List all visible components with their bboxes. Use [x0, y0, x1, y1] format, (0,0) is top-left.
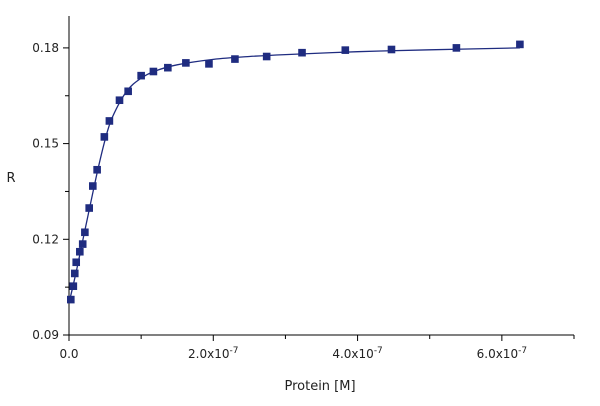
x-tick-label: 2.0x10-7	[188, 346, 238, 361]
data-point	[298, 48, 306, 57]
x-tick-label-exponent: -7	[374, 346, 383, 356]
data-point	[115, 96, 124, 105]
data-point	[85, 204, 93, 212]
data-point	[205, 60, 213, 68]
data-point	[78, 240, 87, 248]
data-point	[70, 269, 79, 278]
data-point	[149, 67, 158, 76]
tick-labels: 0.09 0.12 0.15 0.18 0.0 2.0x10-7 4.0x10-7 6.0x1…	[32, 41, 527, 361]
data-point	[516, 40, 524, 49]
axes	[68, 16, 574, 336]
tick-marks	[63, 47, 575, 341]
x-tick-label: 0.0	[59, 347, 78, 361]
data-point	[105, 117, 114, 125]
series-layer	[67, 40, 524, 304]
data-point	[341, 46, 350, 54]
fit-curve	[68, 47, 520, 304]
data-point	[164, 63, 172, 72]
data-point	[93, 165, 101, 174]
data-point	[67, 295, 75, 304]
data-point	[124, 87, 132, 96]
data-point	[387, 45, 396, 54]
data-point	[69, 282, 78, 290]
y-tick-label: 0.09	[32, 328, 59, 342]
data-point	[262, 52, 271, 61]
data-point	[72, 258, 81, 267]
data-point	[100, 133, 109, 141]
x-axis-label: Protein [M]	[284, 379, 355, 394]
data-point	[89, 182, 97, 190]
x-tick-label-exponent: -7	[230, 346, 239, 356]
x-tick-label: 4.0x10-7	[332, 346, 382, 361]
data-point	[452, 44, 461, 52]
data-point	[182, 59, 190, 67]
data-point	[231, 55, 239, 63]
x-tick-label: 6.0x10-7	[477, 346, 527, 361]
x-tick-label-exponent: -7	[518, 346, 527, 356]
data-point	[81, 228, 89, 237]
data-point	[137, 71, 145, 80]
y-axis-label: R	[6, 171, 15, 186]
y-tick-label: 0.12	[32, 232, 59, 246]
y-tick-label: 0.18	[32, 41, 59, 55]
data-point	[76, 247, 84, 256]
y-tick-label: 0.15	[32, 137, 59, 151]
